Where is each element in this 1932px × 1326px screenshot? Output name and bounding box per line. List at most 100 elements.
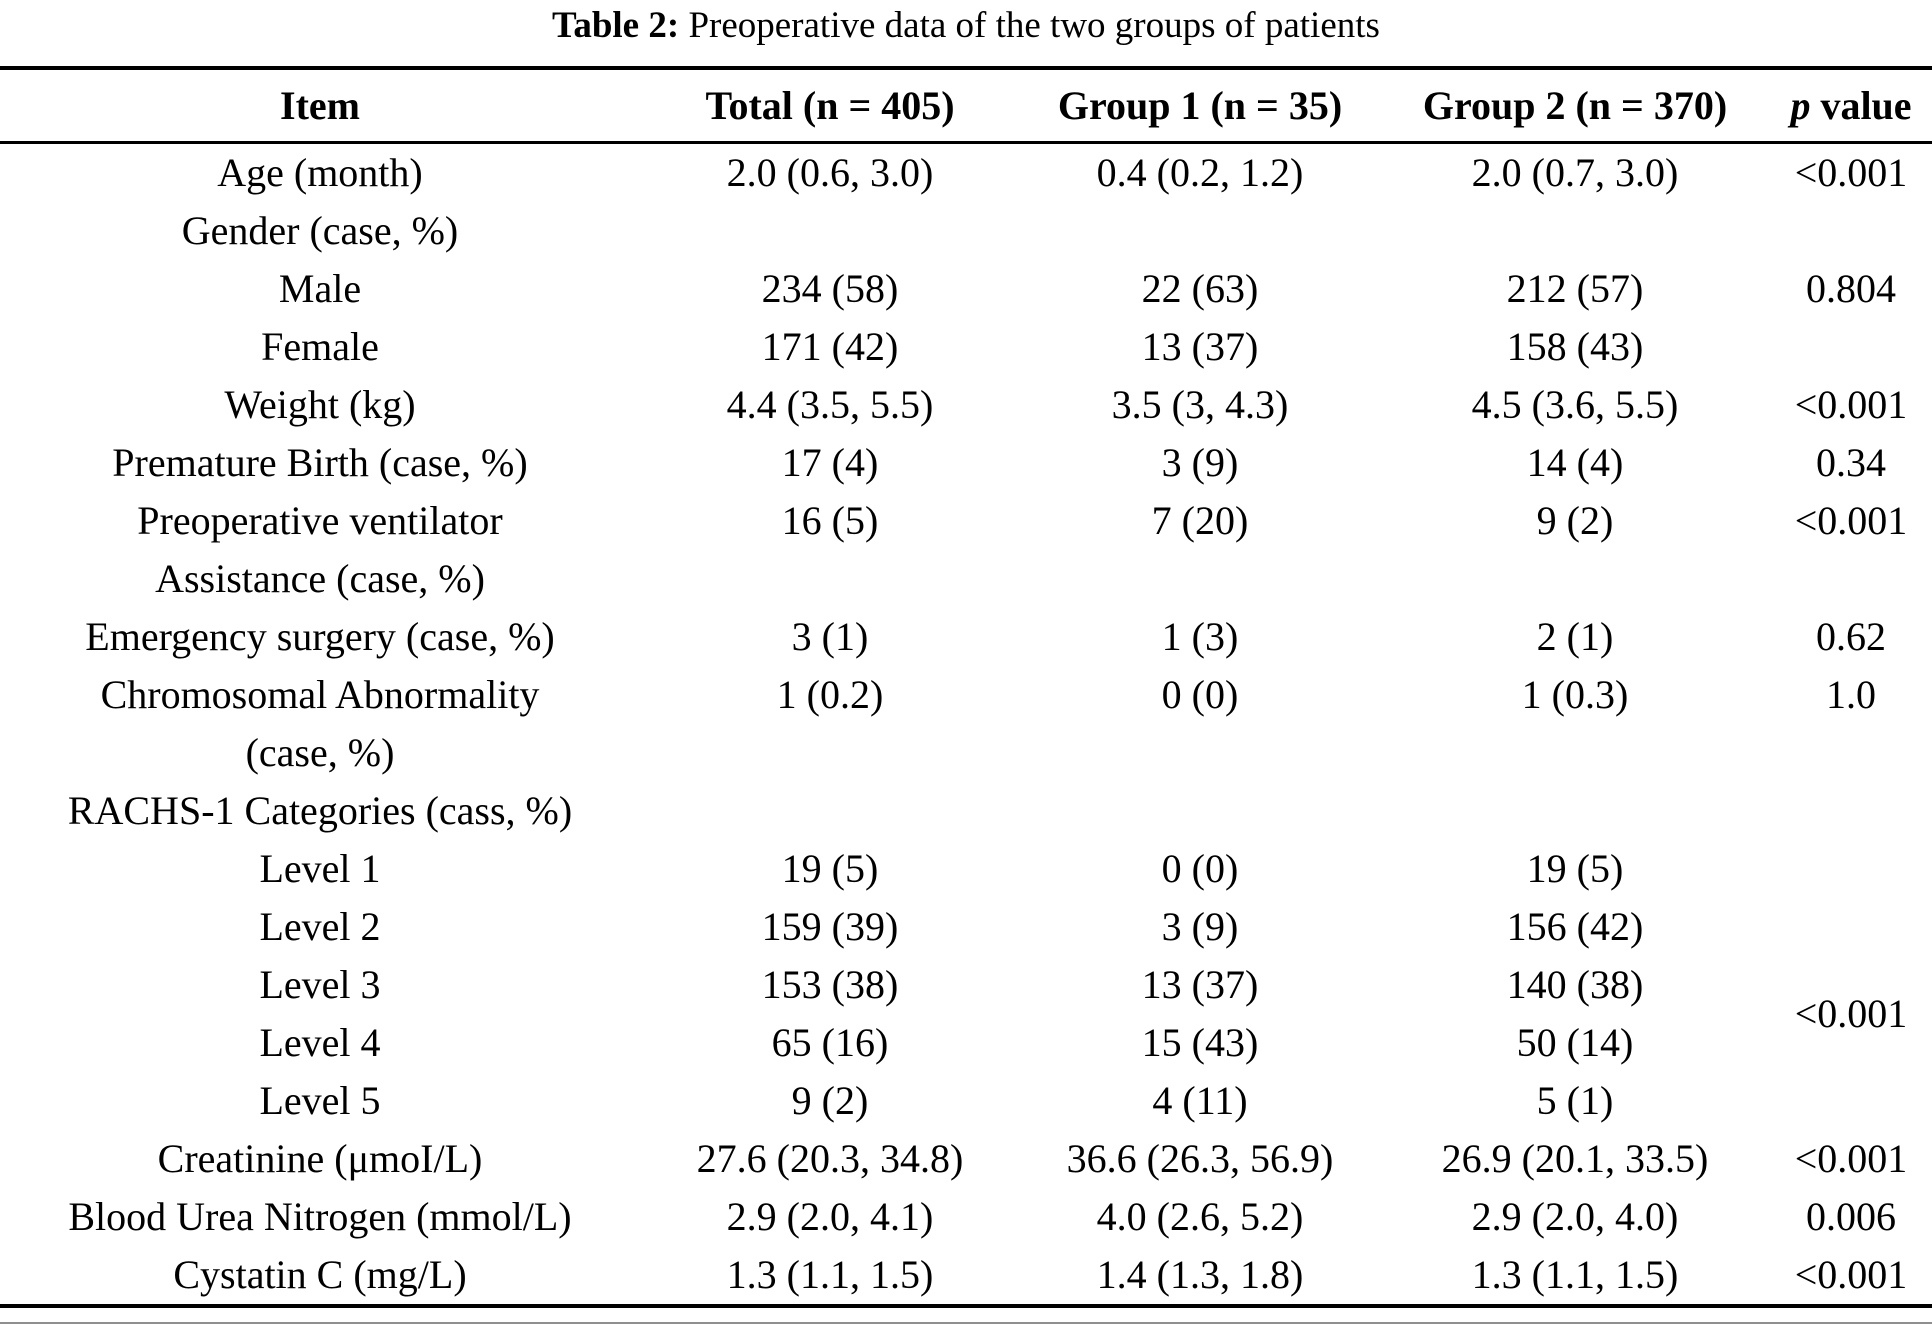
- total-cell: [640, 724, 1020, 782]
- pvalue-cell: [1770, 840, 1932, 898]
- total-cell: 1 (0.2): [776, 672, 884, 717]
- item-cell: Level 1: [259, 846, 381, 891]
- group1-cell: [1020, 550, 1380, 608]
- pvalue-cell: 0.34: [1816, 440, 1886, 485]
- table-row: Male 234 (58) 22 (63) 212 (57) 0.804: [0, 260, 1932, 318]
- group2-cell: 158 (43): [1506, 324, 1644, 369]
- pvalue-cell: <0.001: [1794, 150, 1908, 195]
- item-cell: Level 3: [259, 962, 381, 1007]
- item-cell: Preoperative ventilator: [137, 498, 503, 543]
- table-row: Premature Birth (case, %) 17 (4) 3 (9) 1…: [0, 434, 1932, 492]
- group2-cell: 1 (0.3): [1521, 672, 1629, 717]
- item-cell: Premature Birth (case, %): [112, 440, 528, 485]
- item-cell: Emergency surgery (case, %): [85, 614, 555, 659]
- group2-cell: 19 (5): [1526, 846, 1624, 891]
- table-row: Creatinine (μmoI/L) 27.6 (20.3, 34.8) 36…: [0, 1130, 1932, 1188]
- group1-cell: 22 (63): [1141, 266, 1259, 311]
- group1-cell: 0 (0): [1161, 846, 1239, 891]
- pvalue-cell-merged: <0.001: [1794, 991, 1908, 1036]
- group2-cell: 212 (57): [1506, 266, 1644, 311]
- pvalue-cell: <0.001: [1794, 1252, 1908, 1297]
- pvalue-cell: 0.804: [1806, 266, 1896, 311]
- item-cell: Male: [278, 266, 362, 311]
- group1-cell: 3 (9): [1161, 904, 1239, 949]
- table-caption: Table 2: Preoperative data of the two gr…: [0, 0, 1932, 66]
- group1-cell: 13 (37): [1141, 962, 1259, 1007]
- group2-cell: 2.9 (2.0, 4.0): [1471, 1194, 1679, 1239]
- total-cell: [640, 782, 1020, 840]
- item-cell: Gender (case, %): [181, 208, 459, 253]
- group1-cell: 3.5 (3, 4.3): [1111, 382, 1289, 427]
- pvalue-header-text: value: [1810, 82, 1912, 128]
- group2-cell: 1.3 (1.1, 1.5): [1471, 1252, 1679, 1297]
- item-cell: Female: [261, 324, 379, 369]
- total-cell: 16 (5): [781, 498, 879, 543]
- table-row: Level 4 65 (16) 15 (43) 50 (14): [0, 1014, 1932, 1072]
- item-cell: Cystatin C (mg/L): [173, 1252, 467, 1297]
- group2-cell: 14 (4): [1526, 440, 1624, 485]
- table-row: Level 5 9 (2) 4 (11) 5 (1): [0, 1072, 1932, 1130]
- group2-cell: 140 (38): [1506, 962, 1644, 1007]
- pvalue-cell: 0.006: [1806, 1194, 1896, 1239]
- table-row: Female 171 (42) 13 (37) 158 (43): [0, 318, 1932, 376]
- total-cell: 234 (58): [761, 266, 899, 311]
- item-cell: Creatinine (μmoI/L): [157, 1136, 483, 1181]
- group1-cell: 0 (0): [1161, 672, 1239, 717]
- total-cell: 9 (2): [791, 1078, 869, 1123]
- pvalue-cell: <0.001: [1794, 1136, 1908, 1181]
- total-cell: 19 (5): [781, 846, 879, 891]
- table-row: Level 3 153 (38) 13 (37) 140 (38): [0, 956, 1932, 1014]
- col-header-total: Total (n = 405): [640, 68, 1020, 144]
- table-row: Level 1 19 (5) 0 (0) 19 (5): [0, 840, 1932, 898]
- table-row: Chromosomal Abnormality 1 (0.2) 0 (0) 1 …: [0, 666, 1932, 724]
- caption-text: Preoperative data of the two groups of p…: [679, 5, 1380, 46]
- total-cell: 159 (39): [761, 904, 899, 949]
- item-cell: Level 2: [259, 904, 381, 949]
- col-header-group1: Group 1 (n = 35): [1020, 68, 1380, 144]
- total-cell: 17 (4): [781, 440, 879, 485]
- table-row: Preoperative ventilator 16 (5) 7 (20) 9 …: [0, 492, 1932, 550]
- pvalue-cell: 0.62: [1816, 614, 1886, 659]
- col-header-item: Item: [0, 68, 640, 144]
- group1-cell: [1020, 724, 1380, 782]
- table-row: Assistance (case, %): [0, 550, 1932, 608]
- pvalue-cell: [1770, 202, 1932, 260]
- item-cell: Level 5: [259, 1078, 381, 1123]
- group1-cell: 1.4 (1.3, 1.8): [1096, 1252, 1304, 1297]
- group1-cell: [1020, 202, 1380, 260]
- col-header-pvalue: p value: [1770, 68, 1932, 144]
- item-cell: Chromosomal Abnormality: [100, 672, 540, 717]
- group2-cell: [1380, 724, 1770, 782]
- item-cell: RACHS-1 Categories (cass, %): [67, 788, 573, 833]
- group1-cell: 4 (11): [1152, 1078, 1248, 1123]
- group1-cell: 0.4 (0.2, 1.2): [1096, 150, 1304, 195]
- header-row: Item Total (n = 405) Group 1 (n = 35) Gr…: [0, 68, 1932, 144]
- pvalue-header-italic: p: [1790, 82, 1811, 128]
- table-row: Cystatin C (mg/L) 1.3 (1.1, 1.5) 1.4 (1.…: [0, 1246, 1932, 1306]
- group2-cell: [1380, 550, 1770, 608]
- data-table: Item Total (n = 405) Group 1 (n = 35) Gr…: [0, 66, 1932, 1308]
- total-cell: 27.6 (20.3, 34.8): [696, 1136, 964, 1181]
- group2-cell: 50 (14): [1516, 1020, 1634, 1065]
- total-cell: [640, 202, 1020, 260]
- group1-cell: 4.0 (2.6, 5.2): [1096, 1194, 1304, 1239]
- pvalue-cell: [1770, 318, 1932, 376]
- item-cell: (case, %): [245, 730, 395, 775]
- total-cell: 2.9 (2.0, 4.1): [726, 1194, 934, 1239]
- item-cell: Level 4: [259, 1020, 381, 1065]
- caption-label: Table 2:: [552, 5, 680, 46]
- table-row: Emergency surgery (case, %) 3 (1) 1 (3) …: [0, 608, 1932, 666]
- total-cell: [640, 550, 1020, 608]
- item-cell: Blood Urea Nitrogen (mmol/L): [68, 1194, 572, 1239]
- total-cell: 2.0 (0.6, 3.0): [726, 150, 934, 195]
- table-row: Gender (case, %): [0, 202, 1932, 260]
- group1-cell: 3 (9): [1161, 440, 1239, 485]
- table-row: Level 2 159 (39) 3 (9) 156 (42) <0.001: [0, 898, 1932, 1035]
- group2-cell: 26.9 (20.1, 33.5): [1441, 1136, 1709, 1181]
- group2-cell: 2 (1): [1536, 614, 1614, 659]
- group2-cell: 156 (42): [1506, 904, 1644, 949]
- group1-cell: 1 (3): [1161, 614, 1239, 659]
- group2-cell: 5 (1): [1536, 1078, 1614, 1123]
- total-cell: 3 (1): [791, 614, 869, 659]
